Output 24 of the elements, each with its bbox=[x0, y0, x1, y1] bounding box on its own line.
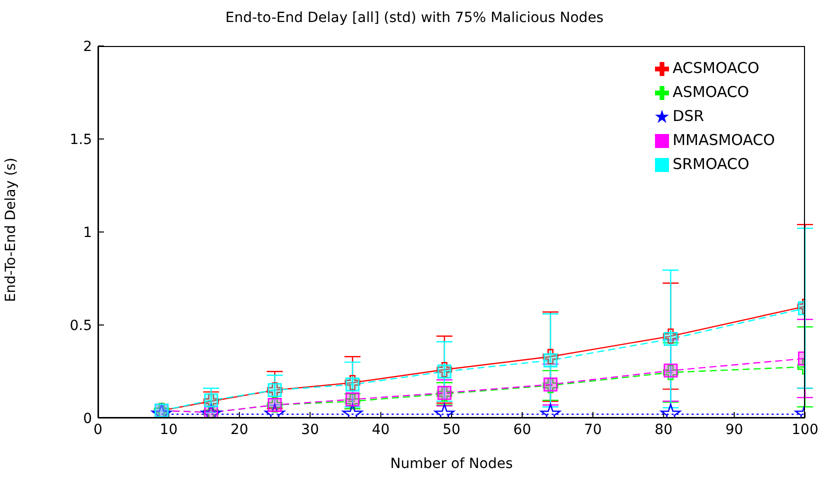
y-tick-label: 1 bbox=[83, 224, 92, 241]
y-tick-label: 0.5 bbox=[70, 318, 92, 334]
legend-label: ACSMOACO bbox=[672, 59, 760, 77]
x-tick-label: 0 bbox=[94, 422, 102, 438]
legend-label: DSR bbox=[672, 107, 704, 125]
legend-label: MMASMOACO bbox=[672, 131, 775, 149]
x-tick-label: 50 bbox=[442, 422, 460, 438]
x-tick-label: 60 bbox=[513, 422, 532, 438]
x-tick-label: 100 bbox=[792, 422, 818, 438]
y-axis-title: End-To-End Delay (s) bbox=[2, 158, 19, 302]
legend-label: SRMOACO bbox=[672, 155, 750, 173]
legend-label: ASMOACO bbox=[672, 83, 750, 101]
x-axis-title: Number of Nodes bbox=[390, 456, 513, 472]
y-tick-label: 1.5 bbox=[70, 132, 92, 148]
y-tick-label: 0 bbox=[83, 410, 92, 427]
x-tick-label: 10 bbox=[160, 422, 178, 438]
x-tick-label: 30 bbox=[301, 422, 320, 438]
chart-title: End-to-End Delay [all] (std) with 75% Malicious Nodes bbox=[224, 10, 605, 26]
x-tick-label: 40 bbox=[372, 422, 390, 438]
x-tick-label: 20 bbox=[230, 422, 248, 438]
x-tick-label: 90 bbox=[725, 422, 744, 438]
x-tick-label: 80 bbox=[654, 422, 673, 438]
x-tick-label: 70 bbox=[584, 422, 602, 438]
y-tick-label: 2 bbox=[83, 38, 92, 55]
